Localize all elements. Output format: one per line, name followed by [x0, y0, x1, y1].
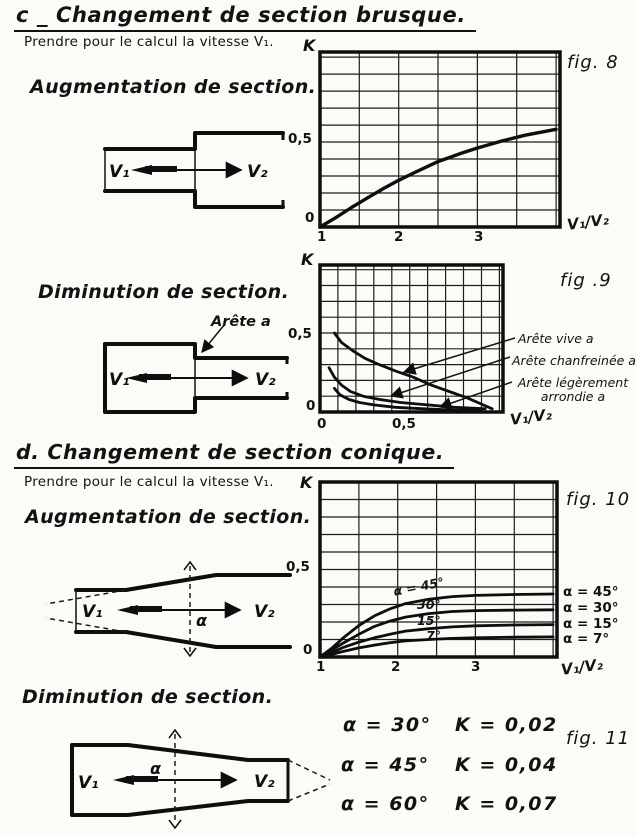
- alpha-label: α: [196, 611, 208, 630]
- fig11-row3-k: K = 0,07: [455, 793, 558, 815]
- curve: [318, 635, 555, 659]
- fig10-ytick-05: 0,5: [286, 559, 310, 575]
- fig9-caption: fig .9: [560, 270, 612, 291]
- alpha-label: α: [150, 759, 162, 778]
- fig10-ylabel: K: [300, 473, 313, 492]
- fig10-legend-30: α = 30°: [563, 600, 619, 616]
- arete-vive-arrow: [402, 337, 516, 375]
- section-d-title: d. Changement de section conique.: [14, 440, 455, 469]
- section-c-title: c _ Changement de section brusque.: [14, 3, 476, 32]
- v2-label: V₂: [254, 602, 275, 622]
- fig9-ytick-0: 0: [306, 398, 316, 414]
- fig8-xtick-1: 1: [317, 229, 327, 245]
- fig10-chart: [318, 480, 559, 659]
- fig8-ylabel: K: [303, 36, 316, 55]
- fig8-caption: fig. 8: [567, 52, 619, 73]
- curve: [332, 386, 483, 413]
- augmentation-label-c: Augmentation de section.: [30, 76, 317, 98]
- fig8-ytick-0: 0: [305, 210, 315, 226]
- fig10-inline-15: 15°: [417, 613, 441, 628]
- fig11-caption: fig. 11: [566, 728, 631, 749]
- chart-grid: [319, 52, 560, 228]
- section-c-subtitle: Prendre pour le calcul la vitesse V₁.: [24, 34, 274, 50]
- pipe-outline: [103, 342, 289, 414]
- fig10-inline-7: 7°: [426, 628, 441, 643]
- arete-arrondie-arrow: [438, 381, 513, 410]
- arete-vive-label: Arête vive a: [518, 331, 594, 346]
- v2-label: V₂: [254, 772, 275, 792]
- fig9-ylabel: K: [301, 250, 314, 269]
- cone-construction-dashes: [287, 759, 331, 802]
- pipe-outline: [70, 743, 290, 817]
- fig9-annotation-arrows: [389, 337, 516, 410]
- flow-heavy-arrowhead: [113, 775, 134, 785]
- fig10-inline-30: 30°: [417, 597, 441, 612]
- chart-curves: [318, 127, 558, 229]
- curve: [318, 608, 555, 659]
- fig10-xtick-2: 2: [391, 659, 401, 675]
- chart-frame: [318, 480, 559, 659]
- arete-callout: Arête a: [211, 314, 271, 330]
- pipe-outline: [74, 573, 292, 649]
- fig8-chart: [318, 50, 562, 229]
- fig11-row2-alpha: α = 45°: [341, 754, 430, 776]
- chart-frame: [318, 263, 505, 414]
- diminution-label-c: Diminution de section.: [38, 281, 290, 303]
- flow-heavy-arrowhead: [131, 165, 152, 175]
- fig8-xlabel: V₁/V₂: [565, 210, 610, 234]
- curve: [318, 127, 558, 229]
- v1-label: V₁: [78, 773, 99, 793]
- fig10-legend-7: α = 7°: [563, 631, 610, 647]
- fig10-legend-15: α = 15°: [563, 616, 619, 632]
- fig9-xtick-05: 0,5: [392, 416, 416, 432]
- fig11-row2-k: K = 0,04: [455, 754, 558, 776]
- v2-label: V₂: [247, 162, 268, 182]
- angle-tick-marks: [183, 560, 197, 658]
- fig11-row1-alpha: α = 30°: [343, 714, 432, 736]
- cone-construction-dashes: [45, 589, 127, 633]
- fig10-xtick-3: 3: [471, 659, 481, 675]
- fig8-xtick-2: 2: [394, 229, 404, 245]
- fig10-ytick-0: 0: [303, 642, 313, 658]
- curve: [318, 623, 555, 659]
- fig10-legend-45: α = 45°: [563, 584, 619, 600]
- angle-tick-marks: [168, 728, 182, 830]
- fig10-xlabel: V₁/V₂: [559, 655, 604, 679]
- v1-label: V₁: [82, 602, 103, 622]
- flow-heavy-arrowhead: [126, 373, 147, 383]
- conical-contraction-diagram: α V₁ V₂: [70, 728, 331, 830]
- chart-curves: [318, 592, 555, 659]
- arete-chanfreinee-arrow: [389, 356, 511, 399]
- diminution-label-d: Diminution de section.: [22, 686, 274, 708]
- arete-arrondie-label: Arête légèrement arrondie a: [517, 375, 629, 404]
- curve: [318, 592, 555, 659]
- fig11-row1-k: K = 0,02: [455, 714, 558, 736]
- v1-label: V₁: [109, 162, 130, 182]
- sudden-expansion-diagram: V₁ V₂: [103, 131, 285, 209]
- flow-heavy-arrowhead: [117, 605, 138, 615]
- fig9-xtick-0: 0: [317, 416, 327, 432]
- fig10-xtick-1: 1: [316, 659, 326, 675]
- fig10-caption: fig. 10: [566, 489, 631, 510]
- fig8-ytick-05: 0,5: [288, 131, 312, 147]
- v1-label: V₁: [109, 370, 130, 390]
- arete-chanfreinee-label: Arête chanfreinée a: [512, 353, 636, 368]
- arete-pointer-arrow: [201, 323, 226, 353]
- fig11-row3-alpha: α = 60°: [341, 793, 430, 815]
- fig9-ytick-05: 0,5: [288, 326, 312, 342]
- fig8-xtick-3: 3: [474, 229, 484, 245]
- pipe-outline: [103, 131, 285, 209]
- chart-frame: [318, 50, 562, 229]
- sudden-contraction-diagram: V₁ V₂: [103, 323, 289, 414]
- conical-expansion-diagram: α V₁ V₂: [45, 560, 292, 658]
- augmentation-label-d: Augmentation de section.: [25, 506, 312, 528]
- v2-label: V₂: [255, 370, 276, 390]
- section-d-subtitle: Prendre pour le calcul la vitesse V₁.: [24, 474, 274, 490]
